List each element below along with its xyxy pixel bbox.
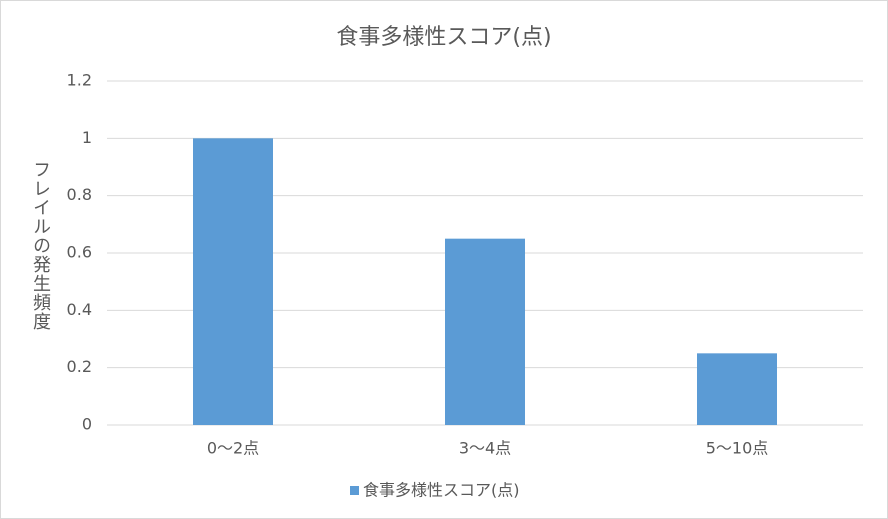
legend-label: 食事多様性スコア(点) bbox=[363, 481, 520, 500]
legend-swatch bbox=[350, 486, 359, 495]
y-axis-label: フレイルの発生頻度 bbox=[30, 160, 51, 331]
y-tick-label: 0.6 bbox=[67, 243, 92, 262]
chart-title: 食事多様性スコア(点) bbox=[336, 25, 551, 50]
y-tick-label: 1 bbox=[82, 128, 92, 147]
y-tick-label: 0.2 bbox=[67, 357, 92, 376]
y-tick-label: 1.2 bbox=[67, 71, 92, 90]
y-tick-label: 0 bbox=[82, 415, 92, 434]
bar bbox=[193, 138, 273, 426]
x-tick-label: 3～4点 bbox=[459, 439, 511, 458]
x-tick-label: 0～2点 bbox=[207, 439, 259, 458]
bar bbox=[445, 238, 525, 425]
x-tick-label: 5～10点 bbox=[706, 439, 769, 458]
y-tick-label: 0.8 bbox=[67, 185, 92, 204]
y-tick-label: 0.4 bbox=[67, 300, 92, 319]
bar bbox=[697, 353, 777, 425]
